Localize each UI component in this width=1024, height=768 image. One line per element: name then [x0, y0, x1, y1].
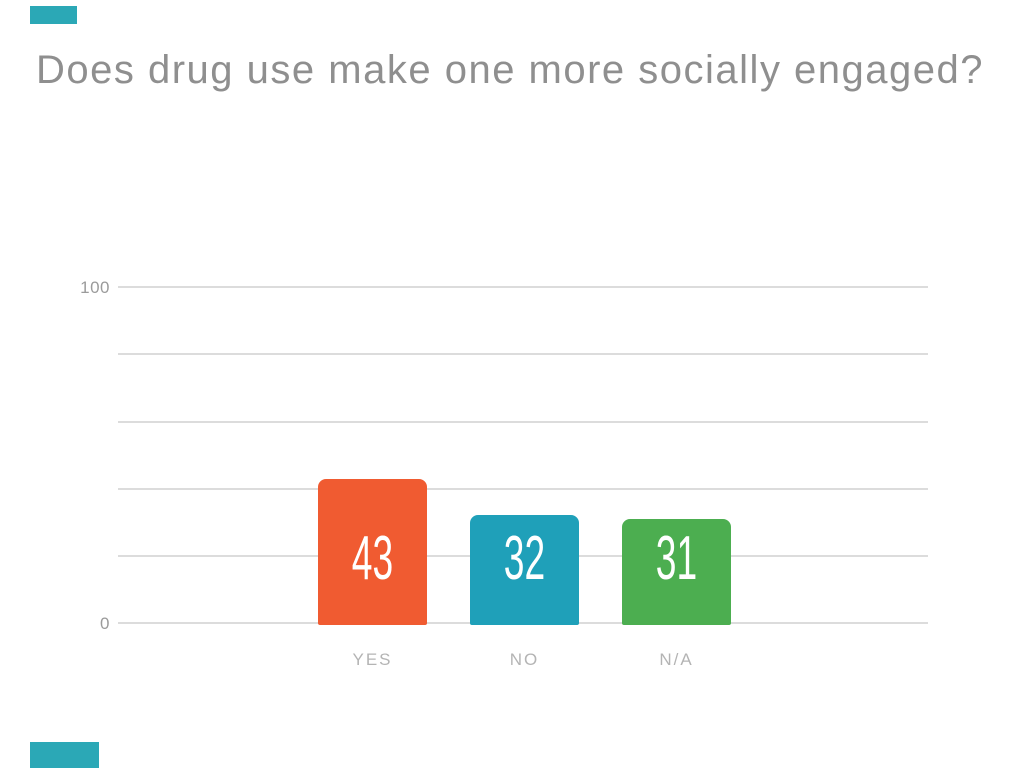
bar-na [622, 519, 731, 625]
bar-value-no: 32 [503, 524, 546, 593]
x-label-na: N/A [659, 650, 694, 669]
bar-yes [318, 479, 427, 625]
bar-no [470, 515, 579, 625]
accent-mark-top-left [30, 6, 77, 24]
gridline [118, 421, 928, 423]
accent-mark-bottom-left [30, 742, 99, 768]
x-label-no: NO [509, 650, 540, 669]
gridline [118, 353, 928, 355]
bar-value-yes: 43 [351, 524, 394, 593]
gridline [118, 488, 928, 490]
bar-value-na: 31 [655, 524, 698, 593]
y-axis-tick-0: 0 [100, 614, 110, 633]
gridline [118, 286, 928, 288]
x-label-yes: YES [352, 650, 393, 669]
chart-title: Does drug use make one more socially eng… [36, 48, 985, 92]
y-axis-tick-100: 100 [80, 278, 110, 297]
